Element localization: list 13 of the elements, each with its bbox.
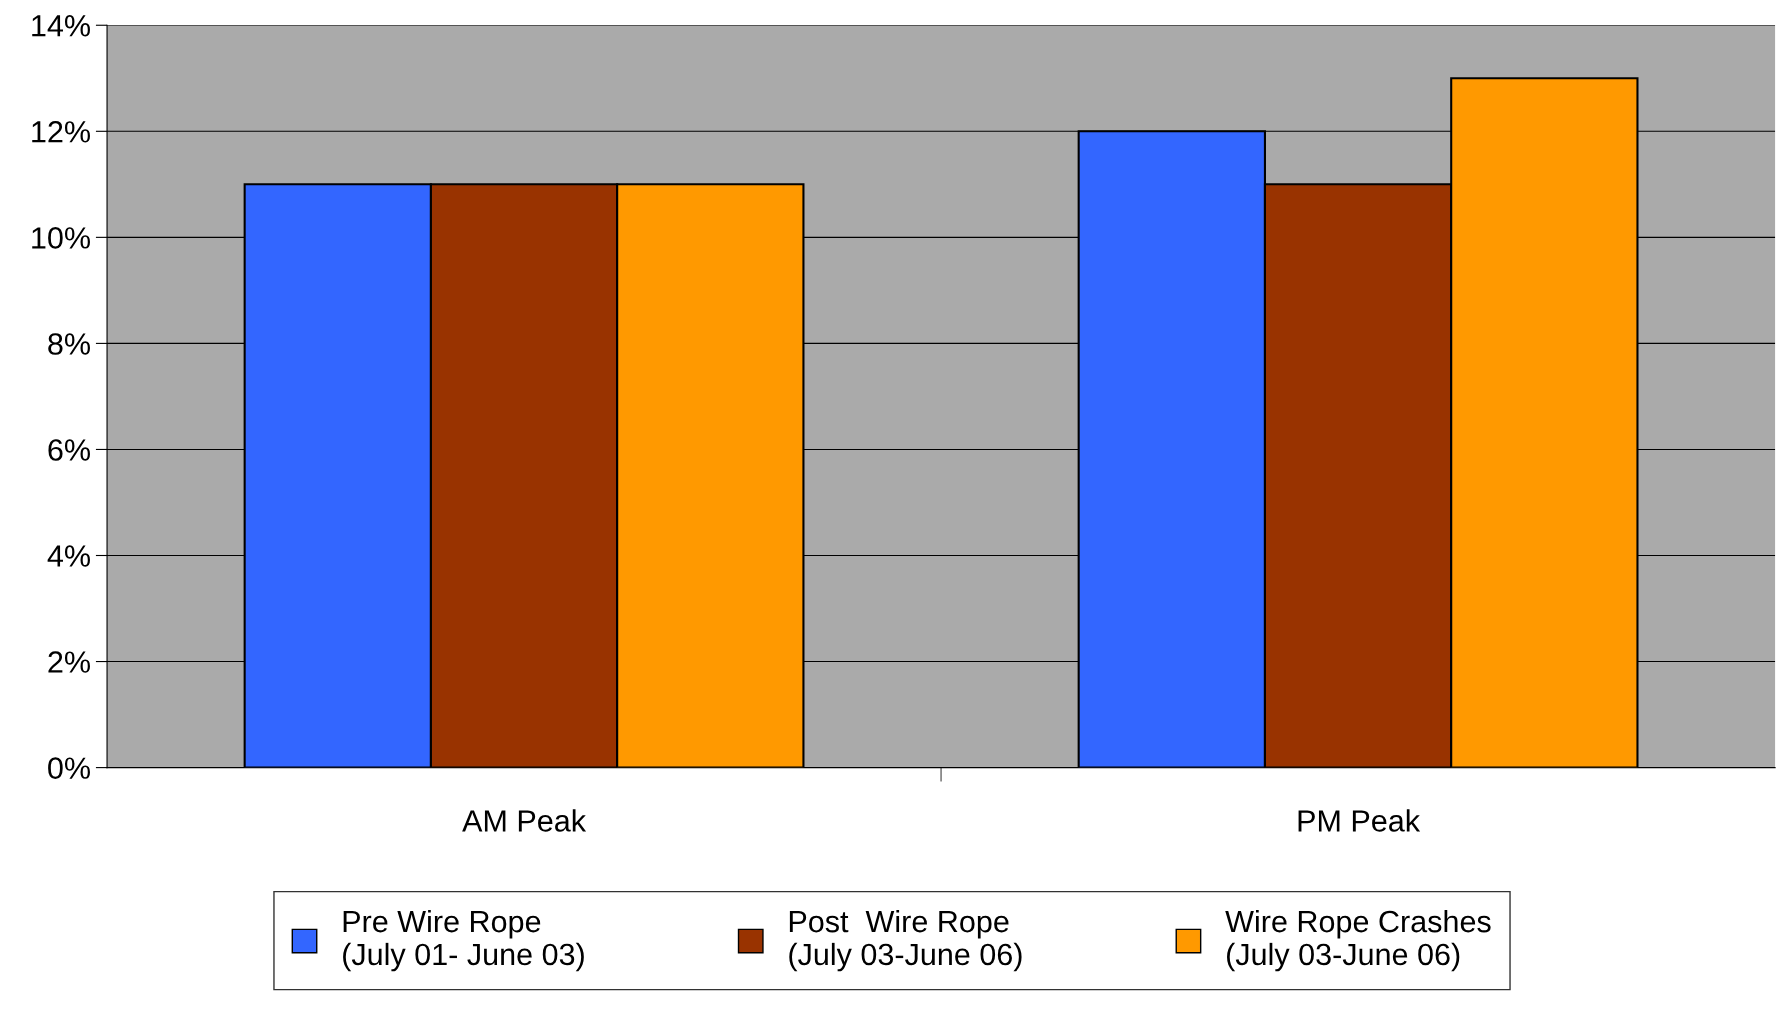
y-tick-label: 10% [32, 227, 90, 249]
y-tick-label: 0% [48, 757, 90, 779]
x-tick-label: PM Peak [1298, 809, 1421, 832]
x-tick-label: AM Peak [462, 809, 587, 832]
legend-label: Wire Rope Crashes (July 03-June 06) [1225, 909, 1491, 972]
y-tick-label: 12% [32, 121, 90, 143]
y-tick-label: 4% [47, 545, 90, 567]
y-tick-label: 2% [48, 651, 90, 673]
legend-label: Post Wire Rope (July 03-June 06) [789, 909, 1022, 972]
legend-label: Pre Wire Rope (July 01- June 03) [343, 909, 584, 972]
y-tick-label: 8% [48, 333, 90, 355]
y-tick-label: 6% [48, 439, 90, 461]
y-tick-label: 14% [32, 15, 90, 37]
